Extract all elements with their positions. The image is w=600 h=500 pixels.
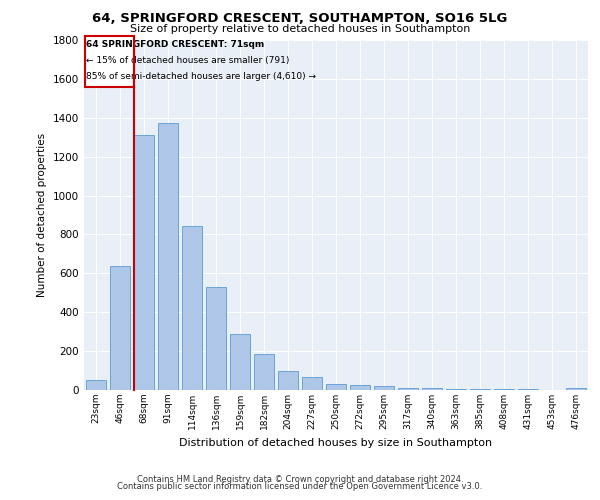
Bar: [278, 370, 298, 390]
Bar: [182, 226, 202, 390]
Bar: [398, 388, 418, 390]
Text: 64 SPRINGFORD CRESCENT: 71sqm: 64 SPRINGFORD CRESCENT: 71sqm: [86, 40, 264, 49]
Y-axis label: Number of detached properties: Number of detached properties: [37, 133, 47, 297]
Bar: [230, 334, 250, 390]
Bar: [374, 386, 394, 390]
Bar: [206, 287, 226, 390]
Bar: [446, 389, 466, 390]
Text: Contains HM Land Registry data © Crown copyright and database right 2024.: Contains HM Land Registry data © Crown c…: [137, 475, 463, 484]
Bar: [85, 36, 134, 86]
Bar: [110, 266, 130, 390]
Bar: [470, 389, 490, 390]
Bar: [86, 380, 106, 390]
Bar: [158, 122, 178, 390]
Bar: [326, 384, 346, 390]
Bar: [422, 388, 442, 390]
Text: Size of property relative to detached houses in Southampton: Size of property relative to detached ho…: [130, 24, 470, 34]
Bar: [254, 354, 274, 390]
Text: 64, SPRINGFORD CRESCENT, SOUTHAMPTON, SO16 5LG: 64, SPRINGFORD CRESCENT, SOUTHAMPTON, SO…: [92, 12, 508, 26]
Text: Contains public sector information licensed under the Open Government Licence v3: Contains public sector information licen…: [118, 482, 482, 491]
Bar: [566, 388, 586, 390]
Text: Distribution of detached houses by size in Southampton: Distribution of detached houses by size …: [179, 438, 493, 448]
Text: 85% of semi-detached houses are larger (4,610) →: 85% of semi-detached houses are larger (…: [86, 72, 316, 81]
Bar: [350, 385, 370, 390]
Bar: [302, 378, 322, 390]
Text: ← 15% of detached houses are smaller (791): ← 15% of detached houses are smaller (79…: [86, 56, 289, 65]
Bar: [134, 136, 154, 390]
